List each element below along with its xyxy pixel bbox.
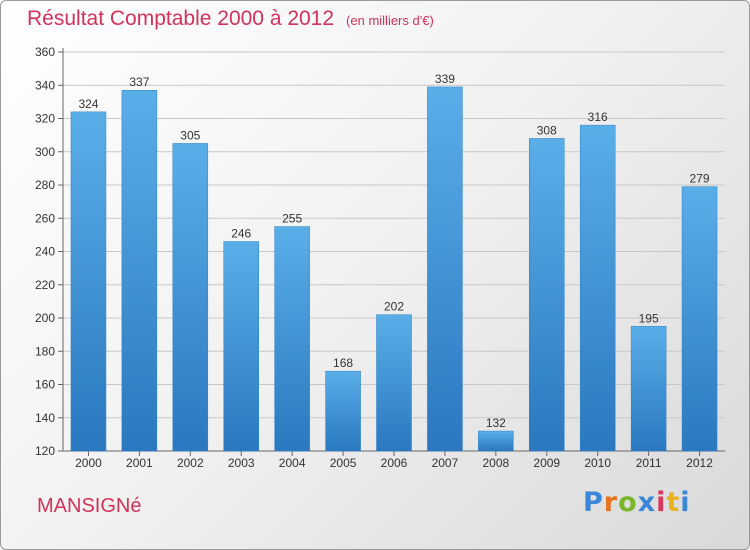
y-tick-label: 320 [35,112,55,126]
data-label: 202 [384,300,404,314]
bar [529,138,565,452]
proxiti-logo: Proxiti [583,487,691,518]
logo-letter: o [618,487,638,518]
x-tick-label: 2000 [75,456,102,470]
y-tick-label: 140 [35,411,55,425]
y-tick-label: 280 [35,178,55,192]
data-label: 337 [129,75,149,89]
y-tick-label: 220 [35,278,55,292]
y-tick-label: 340 [35,78,55,92]
data-label: 279 [690,172,710,186]
bar [274,226,310,452]
y-tick-label: 240 [35,245,55,259]
chart-title-text: Résultat Comptable 2000 à 2012 [27,7,335,30]
bar [579,124,616,452]
x-tick-label: 2004 [279,456,306,470]
y-tick-label: 200 [35,311,55,325]
x-tick-label: 2002 [177,456,204,470]
bar [172,143,209,452]
data-label: 316 [588,110,608,124]
bar [630,326,667,452]
x-tick-label: 2011 [636,456,662,470]
y-tick-label: 260 [35,211,55,225]
logo-letter: P [583,487,604,518]
x-tick-label: 2010 [584,456,611,470]
bar [681,186,718,452]
y-tick-label: 180 [35,344,55,358]
y-tick-label: 360 [35,45,55,59]
chart-title: Résultat Comptable 2000 à 2012 (en millie… [27,7,434,31]
data-label: 305 [180,128,200,142]
bar [478,430,514,452]
logo-letter: t [666,487,681,518]
logo-letter: r [603,487,619,518]
data-label: 246 [231,227,251,241]
logo-letter: i [680,487,691,518]
x-tick-label: 2008 [482,456,509,470]
data-label: 168 [333,356,353,370]
data-label: 308 [537,123,557,137]
y-tick-label: 120 [35,444,55,458]
bar [325,370,361,452]
y-tick-label: 300 [35,145,55,159]
x-tick-label: 2006 [381,456,408,470]
commune-name: MANSIGNé [37,495,142,517]
bar [70,111,107,452]
y-tick-label: 160 [35,378,55,392]
x-tick-label: 2003 [228,456,255,470]
bar [376,314,412,452]
x-tick-label: 2001 [126,456,153,470]
labels: 324 2000 337 2001 305 2002 246 2003 255 2004 168 20… [75,72,713,470]
logo-letter: x [637,487,657,518]
x-tick-label: 2009 [533,456,560,470]
bar [427,86,463,452]
data-label: 324 [78,97,98,111]
data-label: 255 [282,212,302,226]
x-tick-label: 2012 [686,456,713,470]
x-tick-label: 2005 [330,456,357,470]
logo-letter: i [656,487,667,518]
data-label: 132 [486,416,506,430]
bar [223,241,259,452]
bars [70,86,718,452]
data-label: 195 [639,311,659,325]
bar [121,89,158,452]
x-tick-label: 2007 [432,456,459,470]
chart-unit: (en milliers d'€) [346,13,434,28]
data-label: 339 [435,72,455,86]
